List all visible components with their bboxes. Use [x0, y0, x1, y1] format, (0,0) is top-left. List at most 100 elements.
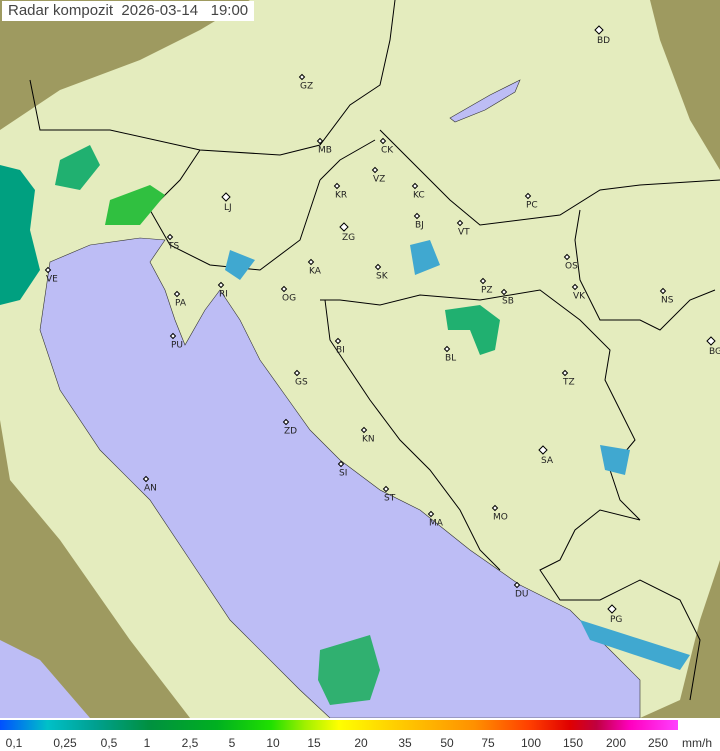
city-pu[interactable]: PU [169, 332, 184, 351]
city-label: BJ [415, 221, 424, 231]
city-label: PA [175, 299, 187, 309]
city-marker-icon [413, 212, 421, 220]
city-label: ZG [342, 233, 355, 243]
city-bi[interactable]: BI [334, 337, 345, 356]
legend-unit: mm/h [682, 736, 712, 750]
legend-label: 0,1 [5, 736, 23, 750]
city-sb[interactable]: SB [500, 288, 514, 307]
city-kc[interactable]: KC [411, 182, 425, 201]
city-sk[interactable]: SK [374, 263, 389, 282]
city-label: BG [709, 347, 720, 357]
city-ns[interactable]: NS [659, 287, 674, 306]
city-marker-icon [538, 445, 548, 455]
city-kn[interactable]: KN [360, 426, 375, 445]
city-marker-icon [280, 285, 288, 293]
city-ve[interactable]: VE [44, 266, 59, 285]
city-gs[interactable]: GS [293, 369, 308, 388]
city-pa[interactable]: PA [173, 290, 187, 309]
radar-map[interactable]: BD GZ MB CK VZ KC KR LJ PC BJ VT ZG TS VE KA SK OS VK NS PZ… [0, 0, 720, 718]
legend-label: 0,5 [100, 736, 118, 750]
city-ma[interactable]: MA [427, 510, 444, 529]
city-vz[interactable]: VZ [371, 166, 386, 185]
city-marker-icon [479, 277, 487, 285]
city-label: AN [144, 484, 157, 494]
city-ts[interactable]: TS [166, 233, 179, 252]
map-title: Radar kompozit 2026-03-14 19:00 [2, 1, 255, 21]
city-ka[interactable]: KA [307, 258, 322, 277]
city-label: KA [309, 267, 322, 277]
city-marker-icon [169, 332, 177, 340]
city-label: RI [219, 290, 228, 300]
legend-label: 10 [266, 736, 280, 750]
city-label: KN [362, 435, 375, 445]
legend-label: 250 [647, 736, 669, 750]
city-label: CK [381, 146, 394, 156]
city-ck[interactable]: CK [379, 137, 395, 156]
city-bl[interactable]: BL [443, 345, 457, 364]
city-label: BI [336, 346, 345, 356]
city-vk[interactable]: VK [571, 283, 587, 302]
city-marker-icon [379, 137, 387, 145]
city-label: BL [445, 354, 456, 364]
city-lj[interactable]: LJ [221, 192, 232, 213]
city-marker-icon [217, 281, 225, 289]
city-tz[interactable]: TZ [561, 369, 575, 388]
city-vt[interactable]: VT [456, 219, 471, 238]
city-marker-icon [360, 426, 368, 434]
city-mb[interactable]: MB [316, 137, 332, 156]
city-bg[interactable]: BG [706, 336, 720, 357]
city-marker-icon [142, 475, 150, 483]
city-an[interactable]: AN [142, 475, 157, 494]
city-mo[interactable]: MO [491, 504, 508, 523]
city-zg[interactable]: ZG [339, 222, 355, 243]
city-marker-icon [427, 510, 435, 518]
city-bd[interactable]: BD [594, 25, 610, 46]
city-label: ZD [284, 427, 297, 437]
city-pc[interactable]: PC [524, 192, 538, 211]
city-si[interactable]: SI [337, 460, 348, 479]
sea-southwest [0, 640, 90, 718]
city-label: MA [429, 519, 444, 529]
city-os[interactable]: OS [563, 253, 579, 272]
city-marker-icon [411, 182, 419, 190]
city-marker-icon [374, 263, 382, 271]
legend-label: 50 [440, 736, 454, 750]
city-label: SI [339, 469, 347, 479]
legend-label: 2,5 [181, 736, 199, 750]
city-kr[interactable]: KR [333, 182, 348, 201]
city-pg[interactable]: PG [607, 604, 622, 625]
city-marker-icon [563, 253, 571, 261]
city-bj[interactable]: BJ [413, 212, 424, 231]
city-ri[interactable]: RI [217, 281, 228, 300]
legend-label: 5 [228, 736, 236, 750]
city-label: SK [376, 272, 389, 282]
city-marker-icon [337, 460, 345, 468]
city-marker-icon [443, 345, 451, 353]
city-label: PC [526, 201, 538, 211]
legend-label: 100 [520, 736, 542, 750]
city-marker-icon [371, 166, 379, 174]
city-marker-icon [659, 287, 667, 295]
city-label: KR [335, 191, 347, 201]
city-gz[interactable]: GZ [298, 73, 314, 92]
city-sa[interactable]: SA [538, 445, 554, 466]
city-og[interactable]: OG [280, 285, 297, 304]
city-label: VK [573, 292, 586, 302]
legend-labels: mm/h 0,1 0,25 0,5 1 2,5 5 10 15 20 35 50 75 100 150 20… [0, 736, 720, 751]
city-label: GZ [300, 82, 313, 92]
precipitation-echoes [0, 145, 690, 705]
city-du[interactable]: DU [513, 581, 529, 600]
city-marker-icon [173, 290, 181, 298]
city-marker-icon [339, 222, 349, 232]
city-marker-icon [607, 604, 617, 614]
city-marker-icon [706, 336, 716, 346]
sea-adriatic [39, 237, 641, 718]
city-pz[interactable]: PZ [479, 277, 493, 296]
city-st[interactable]: ST [382, 485, 396, 504]
legend-label: 20 [354, 736, 368, 750]
city-label: GS [295, 378, 308, 388]
city-marker-icon [561, 369, 569, 377]
legend-label: 200 [605, 736, 627, 750]
city-label: PZ [481, 286, 493, 296]
city-zd[interactable]: ZD [282, 418, 298, 437]
